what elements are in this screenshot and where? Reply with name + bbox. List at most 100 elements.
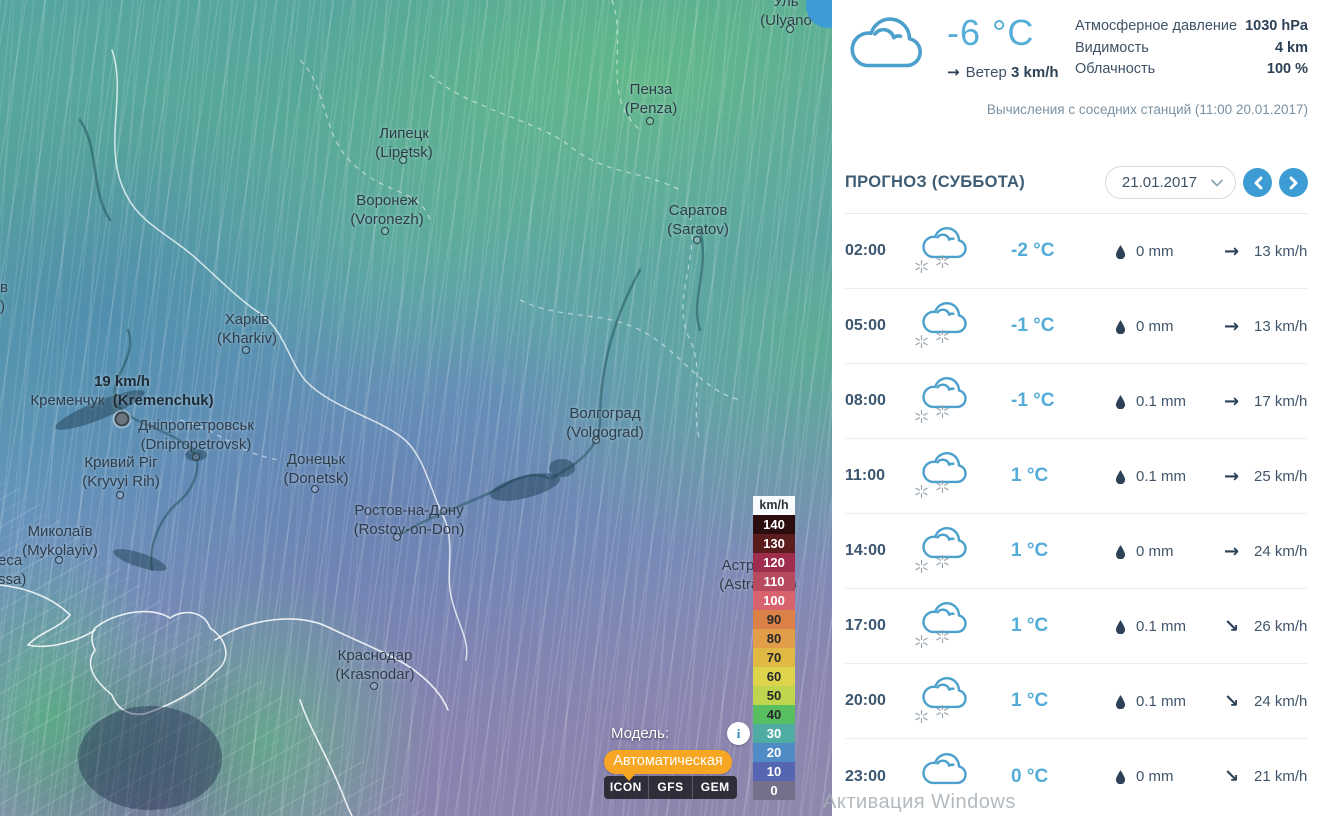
current-conditions: -6 °C → Ветер 3 km/h Атмосферное давление… [845, 10, 1308, 81]
droplet-icon [1115, 544, 1126, 559]
forecast-wind: → 13 km/h [1224, 241, 1307, 262]
forecast-rows: 02:00 [845, 214, 1308, 814]
city-marker [311, 485, 319, 493]
forecast-row: 14:00 [845, 514, 1308, 589]
date-select[interactable]: 21.01.2017 [1104, 166, 1236, 199]
droplet-icon [1115, 469, 1126, 484]
snowflakes-icon [915, 554, 953, 578]
wind-direction-arrow: → [1224, 540, 1240, 562]
precip-value: 0 mm [1136, 542, 1174, 560]
prev-day-button[interactable] [1243, 168, 1272, 197]
wind-value: 25 km/h [1254, 467, 1308, 485]
info-icon[interactable]: i [727, 722, 750, 745]
city-marker [192, 453, 200, 461]
city-label: Саратов (Saratov) [667, 201, 729, 239]
forecast-time: 08:00 [845, 392, 886, 409]
precip-value: 0.1 mm [1136, 617, 1187, 635]
legend-cell: 120 [753, 553, 795, 572]
weather-icon [907, 297, 977, 355]
city-marker [786, 25, 794, 33]
city-name-latin: (Kryvyi Rih) [82, 473, 160, 490]
cloud-icon [922, 752, 967, 784]
forecast-row: 17:00 [845, 589, 1308, 664]
forecast-temperature: -1 °C [1011, 315, 1055, 336]
stat-value: 1030 hPa [1245, 18, 1308, 34]
model-option-button[interactable]: ICON [604, 776, 649, 799]
cloud-icon [922, 377, 967, 409]
forecast-wind: → 13 km/h [1224, 316, 1307, 337]
weather-icon [907, 372, 977, 430]
precip-value: 0 mm [1136, 768, 1174, 785]
forecast-row: 20:00 [845, 664, 1308, 739]
model-option-button[interactable]: GFS [649, 776, 694, 799]
wind-value: 24 km/h [1254, 692, 1308, 710]
forecast-precipitation: 0 mm [1115, 768, 1224, 785]
city-name-latin: (Ulyano [760, 12, 812, 29]
forecast-temperature: 1 °C [1011, 615, 1049, 636]
forecast-temperature: 0 °C [1011, 765, 1049, 787]
precip-value: 0 mm [1136, 317, 1174, 335]
wind-map[interactable]: Пенза (Penza) Липецк (Lipetsk) Воронеж (… [0, 0, 832, 816]
stat-value: 4 km [1274, 39, 1308, 56]
model-selected-button[interactable]: Автоматическая [604, 750, 732, 781]
legend-cell: 40 [753, 705, 795, 724]
legend-cell: 70 [753, 648, 795, 667]
forecast-row: 23:00 [845, 739, 1308, 814]
city-name-latin: (Saratov) [667, 221, 729, 238]
snowflakes-icon [915, 404, 953, 428]
city-name: Миколаїв [27, 523, 93, 540]
forecast-time: 14:00 [845, 542, 886, 559]
legend-unit-label: km/h [753, 496, 795, 515]
city-marker [370, 682, 378, 690]
city-name-latin: (Krasnodar) [335, 666, 415, 683]
city-label: Уль (Ulyano [760, 0, 812, 30]
legend-scale: 140 130 120 110 100 90 80 70 60 [753, 515, 795, 800]
wind-direction-arrow: → [1224, 390, 1240, 412]
cloud-icon [922, 527, 967, 559]
legend-cell: 110 [753, 572, 795, 591]
forecast-precipitation: 0 mm [1115, 543, 1224, 560]
weather-icon [907, 522, 977, 580]
forecast-time: 20:00 [845, 692, 886, 709]
city-name-latin: (Lipetsk) [375, 144, 433, 161]
wind-speed-legend: km/h 140 130 120 110 100 90 80 70 [753, 496, 795, 800]
wind-value: 17 km/h [1254, 392, 1308, 410]
wind-direction-arrow: ↘ [1224, 690, 1240, 712]
wind-value: 21 km/h [1254, 768, 1308, 785]
snowflakes-icon [915, 479, 953, 503]
forecast-wind: ↘ 26 km/h [1224, 616, 1307, 637]
droplet-icon [1115, 619, 1126, 634]
city-marker [55, 556, 63, 564]
city-marker [399, 156, 407, 164]
stat-row: Атмосферное давление 1030 hPa [1075, 16, 1308, 38]
legend-cell: 0 [753, 781, 795, 800]
wind-direction-arrow: ↘ [1224, 615, 1240, 637]
city-name: Кременчук [30, 392, 105, 409]
snowflakes-icon [915, 629, 953, 653]
legend-cell: 20 [753, 743, 795, 762]
chevron-down-icon [1211, 179, 1223, 186]
wind-value: 13 km/h [1254, 242, 1308, 260]
next-day-button[interactable] [1279, 168, 1308, 197]
city-label: еса ssa) [0, 551, 26, 589]
cloud-icon [922, 227, 967, 259]
precip-value: 0.1 mm [1136, 392, 1187, 410]
forecast-precipitation: 0 mm [1115, 243, 1224, 260]
map-borders [55, 118, 705, 810]
legend-cell: 90 [753, 610, 795, 629]
city-name: Волгоград [569, 405, 641, 422]
city-name: Ростов-на-Дону [354, 502, 464, 519]
city-name: Донецьк [286, 451, 346, 468]
model-option-button[interactable]: GEM [700, 780, 730, 794]
forecast-row: 08:00 [845, 364, 1308, 439]
windows-activation-watermark: Активация Windows [823, 791, 1016, 813]
city-label: Донецьк (Donetsk) [283, 450, 348, 488]
forecast-temperature: 1 °C [1011, 465, 1049, 486]
city-label: Дніпропетровськ (Dnipropetrovsk) [138, 416, 254, 454]
city-name: Кривий Ріг [84, 454, 158, 471]
weather-icon [907, 672, 977, 730]
city-name: Пенза [629, 81, 673, 98]
forecast-row: 11:00 [845, 439, 1308, 514]
forecast-precipitation: 0.1 mm [1115, 618, 1224, 635]
city-name: Саратов [668, 202, 728, 219]
